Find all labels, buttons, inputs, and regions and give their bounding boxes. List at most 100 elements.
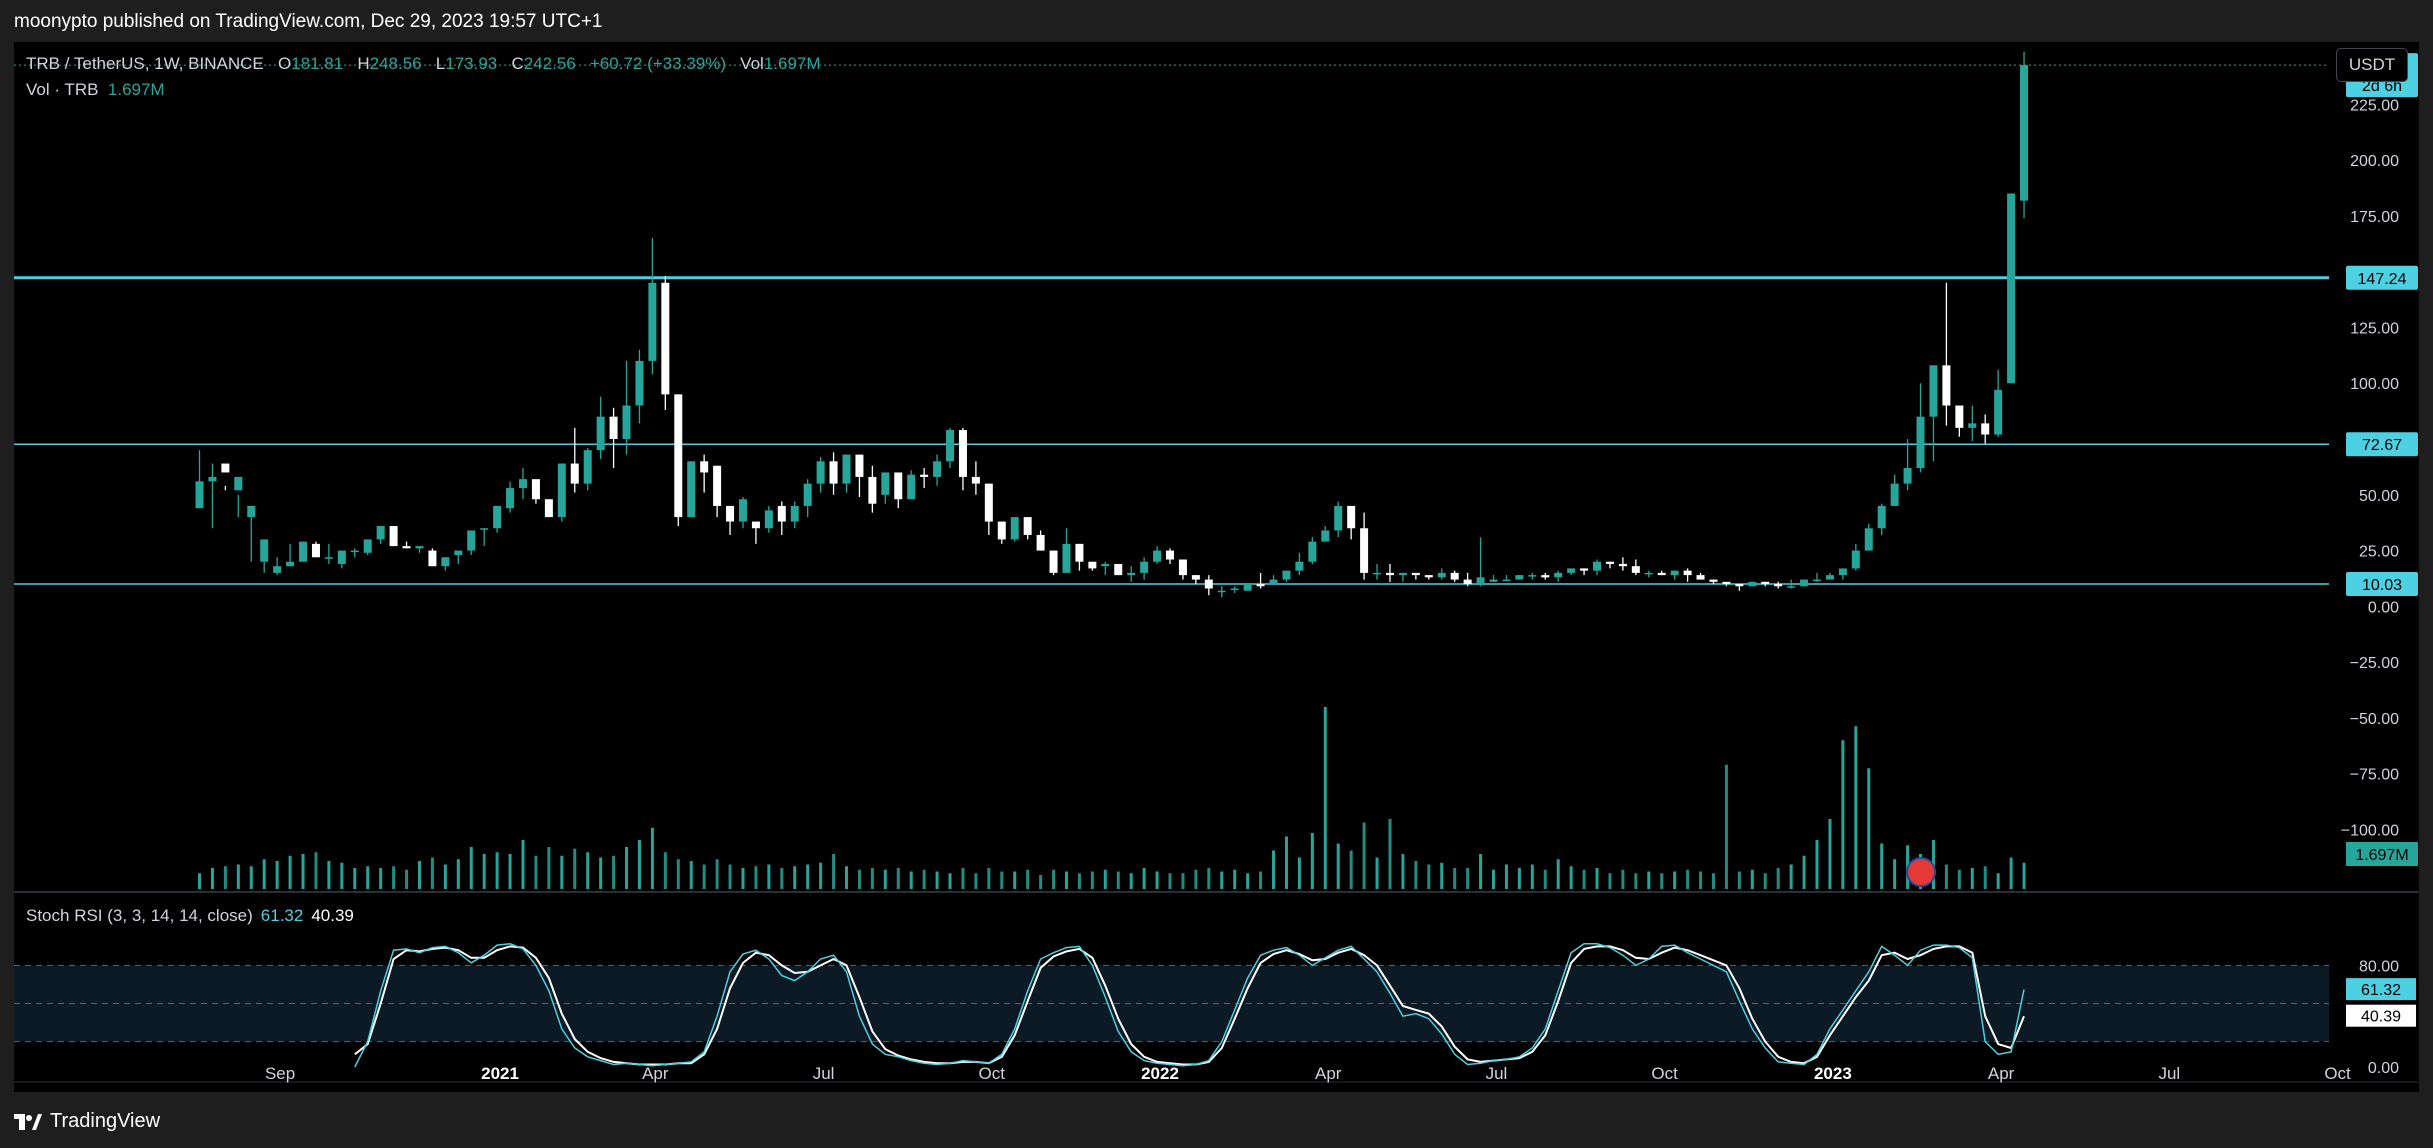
candle-body [1657,572,1666,576]
price-label-bg [2346,265,2418,290]
time-tick-label: 2021 [481,1064,519,1083]
chart-canvas[interactable]: 80.00 0.00 61.32 40.39 225.00 200.00 175.00 12… [14,42,2419,1092]
volume-bar [1259,871,1263,889]
vol-value: 1.697M [763,54,821,73]
candle-body [247,505,256,518]
volume-bar [2009,857,2013,889]
candle-body [1282,570,1291,580]
candle-body [984,483,993,522]
stoch-k-value: 61.32 [260,906,304,925]
volume-bar [1336,843,1340,889]
candle-body [415,546,424,549]
candle-body [1036,534,1045,551]
candle-body [1813,579,1821,582]
candle-body [1994,389,2003,435]
volume-bar [1052,869,1056,889]
price-tick-label: 125.00 [2350,320,2399,337]
volume-bar [1983,866,1987,889]
volume-bar [1349,850,1353,889]
candle-body [1929,365,1938,417]
volume-bar [1763,873,1767,889]
price-label-countdown: 2d 6h [2362,78,2402,95]
stoch-tick-label: 80.00 [2359,958,2399,975]
candle-body [1541,575,1550,578]
stoch-d-badge: 40.39 [2346,1004,2416,1027]
price-label: 72.67 [2346,432,2418,457]
open-value: 181.81 [291,54,344,73]
volume-legend-label: Vol · TRB [26,80,99,99]
candle-body [1347,505,1356,529]
volume-bar [1621,869,1625,889]
candle-body [1618,563,1627,567]
volume-legend: Vol · TRB 1.697M [26,80,165,100]
candle-body [855,454,864,477]
volume-bars [198,707,2026,889]
volume-bar [482,854,486,889]
candle-body [1683,570,1692,576]
volume-bar [1168,873,1172,889]
volume-bar [1388,819,1392,889]
price-label: 147.24 [2346,265,2418,290]
volume-bar [961,868,965,889]
candle-body [1114,563,1123,576]
candle-body [1321,530,1330,542]
volume-bar [1841,740,1845,889]
volume-bar [1608,873,1612,889]
time-axis: Sep 2021 Apr Jul Oct 2022 Apr Jul Oct 2023 Apr Jul O… [265,1064,2351,1083]
candle-body [350,550,359,553]
candle-body [1515,575,1524,580]
candle-body [790,505,799,522]
volume-bar [819,862,823,889]
volume-bar [883,869,887,889]
volume-bar [845,866,848,889]
volume-bar [1207,868,1211,889]
volume-bar [1103,869,1107,889]
candle-body [1385,572,1394,576]
volume-bar [443,864,447,889]
candle-body [596,416,605,451]
candle-body [493,505,502,529]
stoch-badge-bg [2346,1004,2416,1027]
time-tick-label: Apr [642,1064,669,1083]
candle-body [337,550,346,564]
volume-bar [1064,871,1068,889]
candle-body [1838,568,1847,576]
candle-body [1851,550,1860,569]
volume-bar [1492,869,1495,889]
chart-frame[interactable]: 80.00 0.00 61.32 40.39 225.00 200.00 175.00 12… [14,42,2419,1092]
candle-body [1528,575,1537,577]
volume-bar [353,868,357,889]
volume-bar [1401,854,1405,889]
candle-body [1023,517,1032,535]
price-label-text: 147.24 [2358,271,2407,288]
candle-body [635,360,644,406]
volume-bar [1699,871,1703,889]
candle-body [946,430,955,462]
candle-body [1075,543,1084,562]
candle-body [1696,575,1705,580]
candle-body [1256,584,1265,587]
tradingview-logo[interactable]: TradingView [14,1110,160,1133]
volume-bar [1181,873,1185,889]
volume-bar [1673,871,1677,889]
time-tick-label: Jul [813,1064,835,1083]
us-flag-icon [1906,857,1936,887]
time-tick-label: 2023 [1814,1064,1852,1083]
volume-badge-text: 1.697M [2355,847,2408,864]
volume-bar [1634,873,1638,889]
price-label-text: 72.67 [2362,437,2402,454]
candle-body [324,557,333,559]
volume-bar [599,857,603,889]
currency-button[interactable]: USDT [2336,48,2408,82]
candles [195,51,2029,598]
low-label: L [435,54,446,73]
candle-body [713,465,722,506]
price-tick-label: 0.00 [2368,599,2399,616]
time-tick-label: Jul [2158,1064,2180,1083]
volume-bar [1582,869,1586,889]
volume-bar [340,862,344,889]
volume-bar [1077,873,1081,889]
volume-badge: 1.697M [2346,842,2418,866]
volume-bar [417,861,421,889]
stoch-k-line [354,943,2025,1068]
